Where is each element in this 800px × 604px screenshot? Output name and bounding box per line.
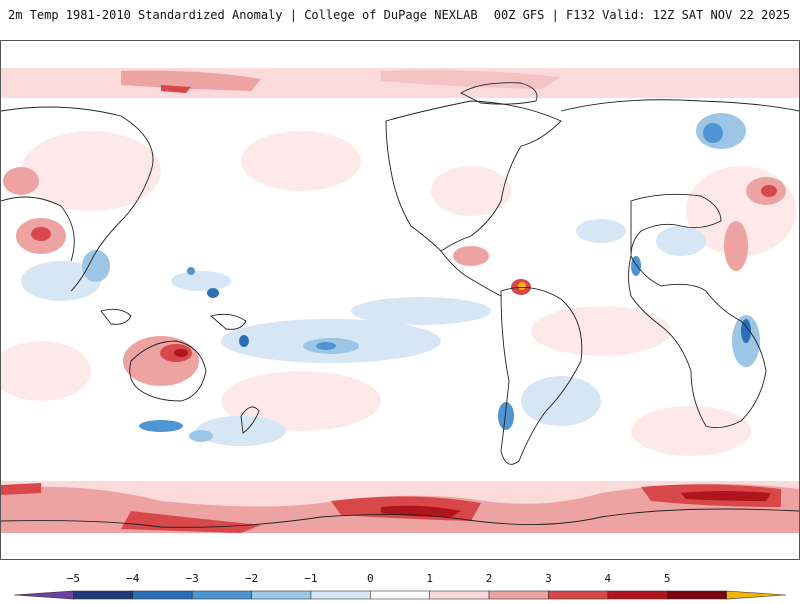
colorbar-tick-label: 2: [485, 572, 493, 585]
colorbar-tick-label: −5: [66, 572, 80, 585]
colorbar-tick-label: 3: [545, 572, 552, 585]
warm-patches: [1, 131, 796, 456]
colorbar-swatch: [251, 590, 312, 600]
strong-warm-anomalies: [3, 167, 786, 386]
model-run-info: 00Z GFS | F132 Valid: 12Z SAT NOV 22 202…: [493, 8, 790, 22]
map-title: 2m Temp 1981-2010 Standardized Anomaly |…: [8, 8, 478, 22]
colorbar-tick-label: −4: [126, 572, 140, 585]
colorbar-swatch: [429, 590, 490, 600]
colorbar-swatch: [607, 590, 668, 600]
colorbar: −5 −4 −3 −2 −1 0 1 2 3 4 5: [0, 570, 800, 600]
cool-patches: [21, 219, 706, 446]
colorbar-swatch: [726, 590, 787, 600]
anomaly-map: [1, 41, 799, 559]
coastlines: [1, 82, 799, 528]
colorbar-swatch: [191, 590, 252, 600]
arctic-warm-anomaly: [1, 68, 799, 98]
colorbar-swatches: [13, 590, 787, 600]
colorbar-swatch: [370, 590, 430, 600]
colorbar-tick-label: −2: [244, 572, 259, 585]
header: 2m Temp 1981-2010 Standardized Anomaly |…: [0, 0, 800, 34]
colorbar-tick-label: 0: [366, 572, 374, 585]
map-panel[interactable]: [0, 40, 800, 560]
colorbar-swatch: [666, 590, 727, 600]
colorbar-swatch: [13, 590, 74, 600]
colorbar-tick-label: −1: [304, 572, 318, 585]
colorbar-swatch: [488, 590, 549, 600]
antarctic-warm-anomaly: [1, 481, 799, 533]
colorbar-tick-label: 1: [426, 572, 433, 585]
strong-cool-anomalies: [82, 113, 760, 442]
colorbar-tick-label: 5: [663, 572, 671, 585]
colorbar-swatch: [73, 590, 134, 600]
colorbar-tick-label: 4: [604, 572, 612, 585]
colorbar-swatch: [132, 590, 193, 600]
colorbar-swatch: [548, 590, 609, 600]
colorbar-tick-label: −3: [185, 572, 199, 585]
colorbar-swatch: [310, 590, 371, 600]
